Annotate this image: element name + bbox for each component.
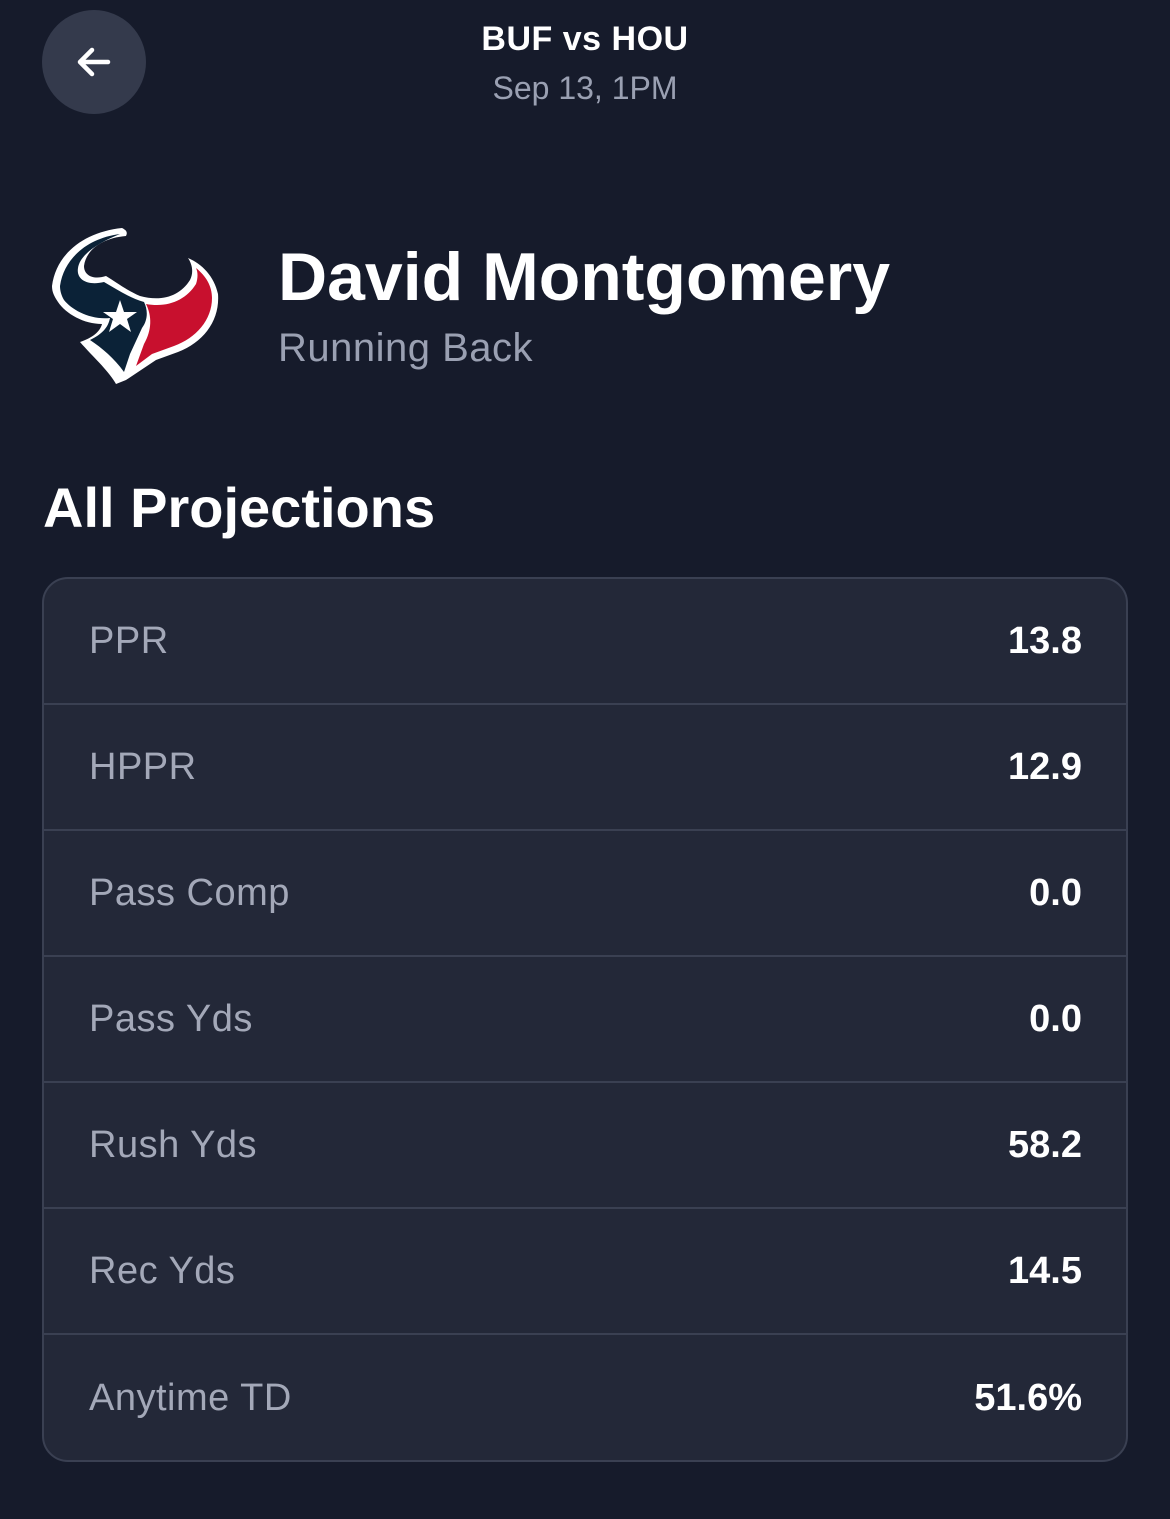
projection-value: 0.0 xyxy=(1029,871,1082,914)
match-header: BUF vs HOU Sep 13, 1PM xyxy=(0,18,1170,108)
projection-row-rush-yds: Rush Yds 58.2 xyxy=(44,1083,1126,1209)
projection-label: HPPR xyxy=(89,745,197,788)
projection-row-rec-yds: Rec Yds 14.5 xyxy=(44,1209,1126,1335)
projection-value: 13.8 xyxy=(1008,619,1082,662)
projection-row-ppr: PPR 13.8 xyxy=(44,579,1126,705)
projection-value: 58.2 xyxy=(1008,1123,1082,1166)
projection-label: Anytime TD xyxy=(89,1376,292,1419)
section-title: All Projections xyxy=(43,476,436,539)
matchup-title: BUF vs HOU xyxy=(481,20,689,58)
projection-row-hppr: HPPR 12.9 xyxy=(44,705,1126,831)
player-name: David Montgomery xyxy=(278,239,891,315)
back-button[interactable] xyxy=(42,10,146,114)
arrow-left-icon xyxy=(77,47,111,77)
game-time: Sep 13, 1PM xyxy=(492,70,678,106)
team-logo xyxy=(52,228,219,384)
projection-value: 12.9 xyxy=(1008,745,1082,788)
projection-row-anytime-td: Anytime TD 51.6% xyxy=(44,1335,1126,1460)
projection-label: Pass Yds xyxy=(89,997,253,1040)
projection-label: Rush Yds xyxy=(89,1123,258,1166)
projection-row-pass-comp: Pass Comp 0.0 xyxy=(44,831,1126,957)
projection-value: 0.0 xyxy=(1029,997,1082,1040)
projections-table: PPR 13.8 HPPR 12.9 Pass Comp 0.0 Pass Yd… xyxy=(42,577,1128,1462)
projection-value: 14.5 xyxy=(1008,1249,1082,1292)
player-position: Running Back xyxy=(278,326,534,370)
projection-label: Rec Yds xyxy=(89,1249,236,1292)
projection-row-pass-yds: Pass Yds 0.0 xyxy=(44,957,1126,1083)
projection-label: PPR xyxy=(89,619,169,662)
projection-value: 51.6% xyxy=(974,1376,1082,1419)
projection-label: Pass Comp xyxy=(89,871,290,914)
